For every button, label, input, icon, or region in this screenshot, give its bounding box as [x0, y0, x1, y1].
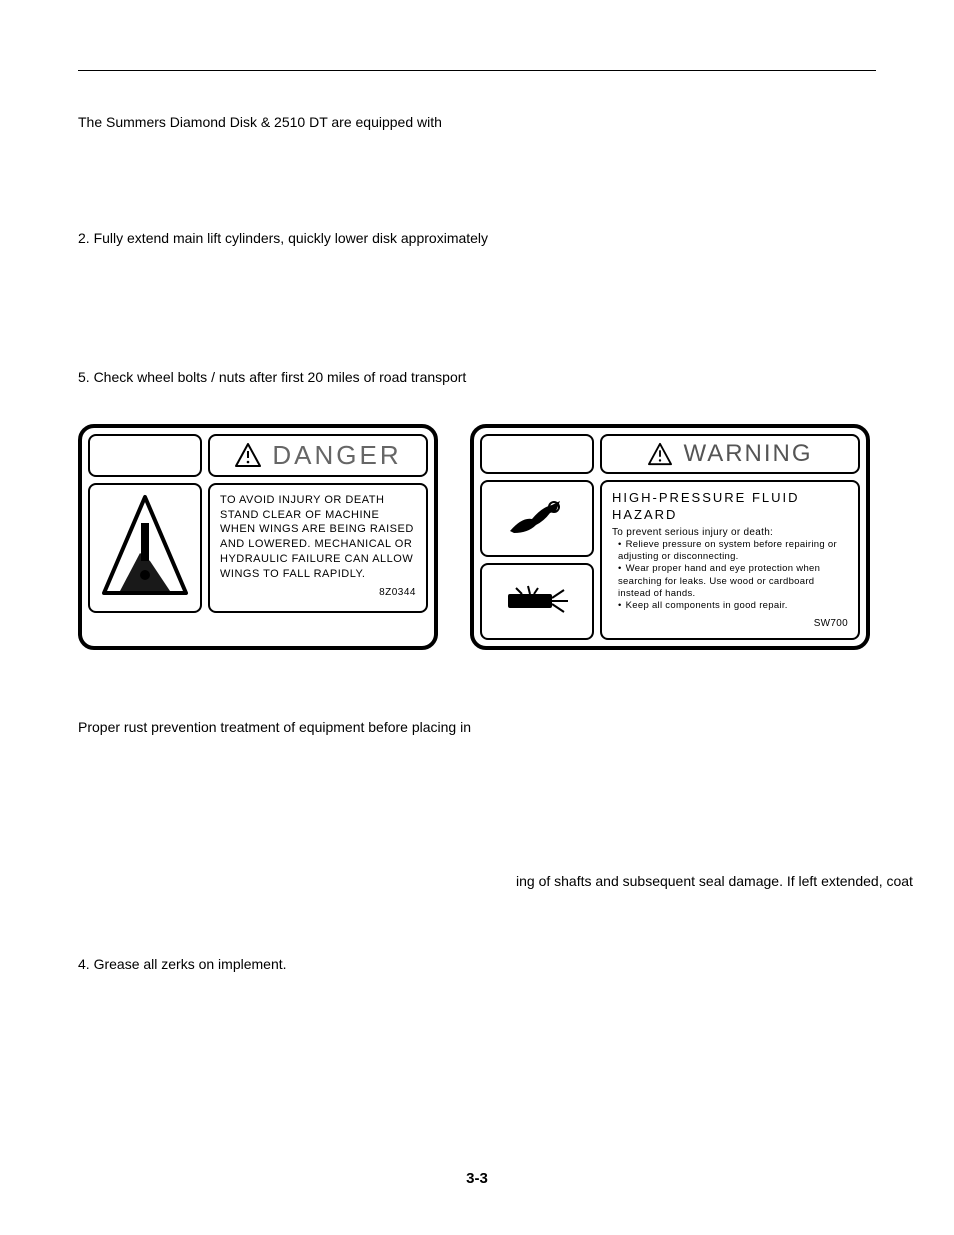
- danger-label: DANGER TO AVOID INJURY OR DEATH STAND CL…: [78, 424, 438, 650]
- warning-pictogram-1: [480, 480, 594, 557]
- step-4b: 4. Grease all zerks on implement.: [78, 955, 876, 975]
- safety-labels-row: DANGER TO AVOID INJURY OR DEATH STAND CL…: [78, 424, 876, 650]
- fluid-leak-icon: [502, 580, 572, 622]
- danger-header: DANGER: [208, 434, 428, 477]
- danger-body-text: TO AVOID INJURY OR DEATH STAND CLEAR OF …: [220, 494, 414, 580]
- danger-title: DANGER: [272, 440, 401, 471]
- step-2: 2. Fully extend main lift cylinders, qui…: [78, 229, 876, 249]
- warning-bullet-1: Relieve pressure on system before repair…: [618, 539, 848, 564]
- danger-code: 8Z0344: [220, 586, 416, 600]
- step-5: 5. Check wheel bolts / nuts after first …: [78, 368, 876, 388]
- warning-title: WARNING: [683, 440, 812, 468]
- warning-pictogram-2: [480, 563, 594, 640]
- storage-intro: Proper rust prevention treatment of equi…: [78, 718, 876, 738]
- warning-header-blank: [480, 434, 594, 474]
- warning-text-box: HIGH-PRESSURE FLUID HAZARD To prevent se…: [600, 480, 860, 640]
- warning-lead: To prevent serious injury or death:: [612, 526, 848, 539]
- danger-pictogram: [88, 483, 202, 613]
- warning-bullet-3: Keep all components in good repair.: [618, 600, 848, 612]
- intro-text: The Summers Diamond Disk & 2510 DT are e…: [78, 113, 876, 133]
- top-rule: [78, 70, 876, 71]
- warning-code: SW700: [612, 617, 848, 630]
- injection-hazard-icon: [502, 497, 572, 539]
- warning-bullet-2: Wear proper hand and eye protection when…: [618, 563, 848, 600]
- alert-triangle-icon: [234, 442, 262, 468]
- crush-hazard-icon: [100, 493, 190, 603]
- alert-triangle-icon: [647, 442, 673, 466]
- danger-header-blank: [88, 434, 202, 477]
- storage-right-col: ing of shafts and subsequent seal damage…: [516, 873, 913, 889]
- warning-subhead: HIGH-PRESSURE FLUID HAZARD: [612, 490, 848, 524]
- warning-label: WARNING H: [470, 424, 870, 650]
- page-number: 3-3: [466, 1170, 488, 1187]
- warning-header: WARNING: [600, 434, 860, 474]
- danger-text-box: TO AVOID INJURY OR DEATH STAND CLEAR OF …: [208, 483, 428, 613]
